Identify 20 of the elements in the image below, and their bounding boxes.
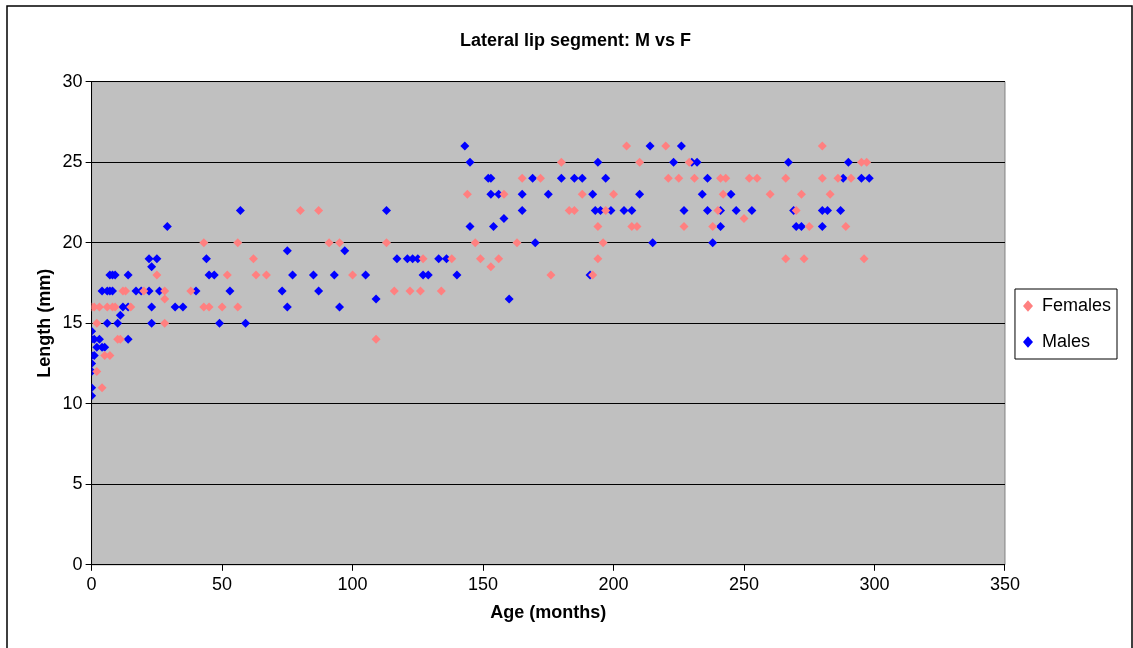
y-axis-title: Length (mm) [33,268,54,378]
y-tick-label: 15 [62,312,83,333]
x-tick-label: 0 [86,573,97,594]
y-tick-label: 30 [62,70,83,91]
x-tick-label: 150 [468,573,499,594]
x-tick-label: 100 [337,573,368,594]
legend-label: Females [1041,294,1112,315]
y-tick-label: 0 [72,553,83,574]
chart-title: Lateral lip segment: M vs F [459,29,692,50]
x-tick-label: 350 [989,573,1020,594]
x-tick-label: 50 [212,573,233,594]
y-tick-label: 5 [72,473,83,494]
x-tick-label: 250 [729,573,760,594]
x-tick-label: 300 [859,573,890,594]
x-tick-label: 200 [598,573,629,594]
y-tick-label: 20 [62,231,83,252]
y-tick-label: 25 [62,151,83,172]
legend-label: Males [1041,330,1090,351]
x-axis-title: Age (months) [490,602,607,623]
y-tick-label: 10 [62,392,83,413]
